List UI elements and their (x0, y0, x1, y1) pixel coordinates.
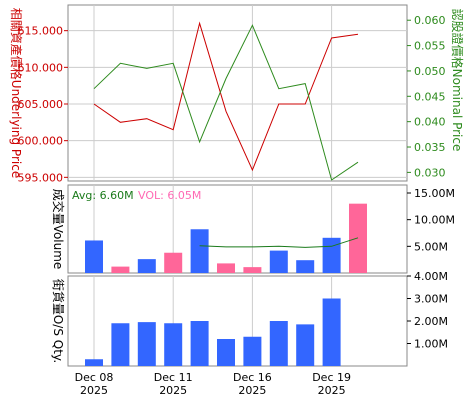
volume-bar (190, 229, 209, 273)
volume-bar (243, 267, 262, 273)
volume-tick-label: 15.00M (414, 187, 455, 200)
right-tick-label: 0.030 (414, 166, 446, 179)
left-tick-label: 595.000 (18, 171, 64, 184)
x-tick-label: Dec 08 (75, 371, 114, 384)
x-tick-label: Dec 11 (154, 371, 193, 384)
volume-average-line (199, 237, 359, 248)
x-tick-year: 2025 (318, 384, 346, 397)
x-tick-year: 2025 (80, 384, 108, 397)
avg-label: Avg: 6.60M (72, 189, 134, 202)
volume-panel-frame (67, 184, 408, 274)
right-tick-label: 0.035 (414, 141, 446, 154)
left-tick-label: 610.000 (18, 61, 64, 74)
os-bar (190, 321, 209, 366)
os-bar (322, 298, 341, 366)
volume-axis-title: 成交量Volume (51, 189, 66, 270)
os-bar (111, 323, 130, 366)
os-bar (137, 322, 156, 366)
os-bar (296, 324, 315, 366)
os-tick-label: 1.00M (414, 338, 448, 351)
os-tick-label: 3.00M (414, 293, 448, 306)
os-bar (217, 339, 235, 366)
x-tick-year: 2025 (159, 384, 187, 397)
nominal-price-line (93, 24, 359, 181)
series-layer (85, 21, 367, 366)
right-tick-label: 0.060 (414, 14, 446, 27)
os-tick-label: 2.00M (414, 315, 448, 328)
right-axis-title: 認股證價格Nominal Price (450, 9, 465, 152)
os-bar (85, 359, 103, 366)
right-tick-label: 0.055 (414, 40, 446, 53)
volume-bar (349, 203, 367, 273)
x-tick-year: 2025 (238, 384, 266, 397)
volume-tick-label: 10.00M (414, 214, 455, 227)
volume-bar (269, 250, 288, 273)
os-bar (164, 323, 183, 366)
right-tick-label: 0.045 (414, 90, 446, 103)
volume-tick-label: 5.00M (414, 240, 448, 253)
left-tick-label: 615.000 (18, 25, 64, 38)
right-tick-label: 0.040 (414, 116, 446, 129)
os-axis-title: 街貨量O/S Qty. (51, 279, 66, 363)
volume-bar (137, 259, 156, 273)
left-tick-label: 605.000 (18, 98, 64, 111)
x-tick-label: Dec 16 (233, 371, 272, 384)
price-panel-frame (67, 4, 408, 182)
volume-bar (85, 240, 103, 273)
os-bar (243, 336, 262, 366)
os-bar (269, 321, 288, 366)
volume-bar (296, 260, 315, 273)
volume-bar (111, 266, 130, 273)
volume-bar (217, 263, 235, 273)
left-tick-label: 600.000 (18, 135, 64, 148)
right-tick-label: 0.050 (414, 65, 446, 78)
left-axis-title: 相關資產價格Underlying Price (9, 8, 24, 178)
underlying-price-line (93, 21, 359, 172)
x-tick-label: Dec 19 (312, 371, 351, 384)
vol-label: VOL: 6.05M (138, 189, 201, 202)
os-tick-label: 4.00M (414, 270, 448, 283)
volume-bar (164, 252, 183, 273)
volume-bar (322, 237, 341, 273)
